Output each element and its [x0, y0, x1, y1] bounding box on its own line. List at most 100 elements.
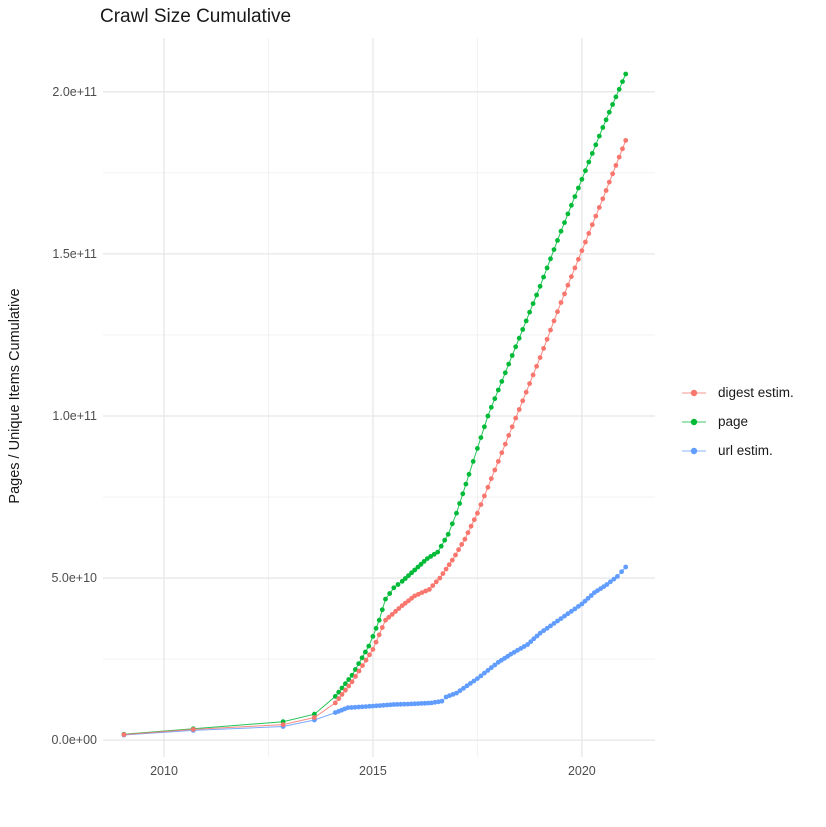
data-point [569, 608, 574, 614]
data-point [589, 151, 595, 156]
data-point [470, 459, 476, 464]
data-point [534, 363, 539, 369]
data-point [463, 481, 469, 487]
data-point [485, 484, 491, 490]
data-point [551, 621, 557, 626]
data-point [596, 205, 602, 210]
data-point [528, 639, 534, 645]
data-point [381, 702, 386, 708]
data-point [449, 557, 455, 563]
legend-key-dot [690, 447, 698, 454]
data-point [352, 704, 358, 710]
data-point [541, 346, 546, 351]
data-point [586, 231, 592, 236]
data-point [391, 585, 397, 591]
data-point [488, 404, 494, 410]
data-point [544, 625, 550, 631]
data-point [523, 318, 529, 324]
legend-item: url estim. [679, 436, 794, 465]
y-tick-label: 1.5e+11 [52, 246, 97, 261]
data-point [359, 704, 365, 710]
data-point [603, 117, 609, 123]
legend-key-dot [690, 389, 698, 396]
data-point [398, 701, 404, 707]
data-point [551, 318, 557, 324]
data-point [471, 517, 477, 523]
data-point [482, 670, 487, 676]
data-point [360, 663, 365, 668]
data-point [520, 327, 526, 332]
data-point [537, 630, 543, 636]
data-point [537, 355, 543, 360]
data-point [376, 617, 382, 623]
data-series-layer [121, 71, 629, 738]
data-point [585, 595, 591, 601]
data-point [558, 300, 564, 305]
data-point [421, 559, 427, 564]
legend-key-dot [690, 418, 698, 425]
data-point [613, 94, 619, 100]
data-point [610, 171, 615, 177]
data-point [537, 283, 543, 289]
legend-item-label: digest estim. [718, 385, 794, 400]
data-point [606, 109, 612, 115]
data-point [588, 593, 594, 598]
legend: digest estim. page url estim. [679, 378, 794, 465]
data-point [468, 523, 474, 529]
data-point [475, 676, 480, 681]
data-point [527, 309, 532, 315]
data-point [555, 309, 560, 315]
data-point [424, 556, 430, 561]
data-point [613, 163, 619, 168]
data-point [460, 491, 466, 497]
series-url-estim- [121, 564, 629, 738]
data-point [349, 705, 354, 710]
data-point [454, 690, 459, 696]
series-page [121, 71, 629, 737]
data-point [541, 628, 546, 634]
data-point [520, 398, 526, 404]
data-point [488, 665, 494, 671]
data-point [373, 639, 379, 645]
data-point [562, 291, 567, 297]
data-point [387, 591, 393, 596]
data-point [475, 446, 480, 451]
series-line [123, 140, 627, 736]
data-point [623, 564, 629, 570]
x-tick-label: 2020 [567, 764, 596, 778]
gridlines-major [103, 38, 655, 757]
data-point [349, 679, 355, 685]
data-point [356, 704, 361, 710]
data-point [359, 655, 365, 661]
data-point [386, 614, 392, 620]
data-point [408, 701, 414, 707]
data-point [312, 715, 317, 720]
data-point [516, 335, 522, 341]
data-point [453, 552, 458, 558]
data-point [471, 678, 477, 684]
data-point [527, 381, 532, 386]
data-point [610, 102, 615, 107]
data-point [565, 211, 571, 217]
data-point [379, 607, 385, 613]
data-point [465, 530, 471, 536]
data-point [461, 685, 466, 691]
data-point [457, 501, 462, 506]
data-point [339, 692, 345, 697]
data-point [343, 687, 348, 693]
data-point [312, 711, 317, 717]
data-point [346, 683, 352, 689]
data-point [502, 370, 508, 376]
data-point [280, 722, 286, 727]
data-point [356, 668, 362, 674]
data-point [579, 601, 585, 607]
legend-item: digest estim. [679, 378, 794, 407]
data-point [379, 625, 385, 630]
data-point [406, 573, 411, 578]
data-point [562, 613, 567, 619]
data-point [432, 699, 438, 705]
data-point [506, 433, 512, 438]
data-point [516, 407, 522, 412]
data-point [615, 574, 620, 579]
